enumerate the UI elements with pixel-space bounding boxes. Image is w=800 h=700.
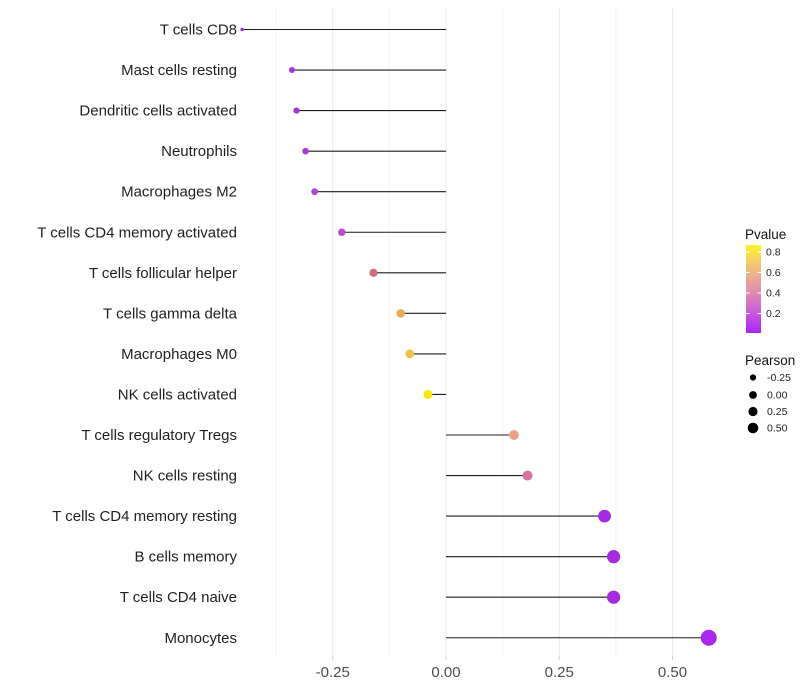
lollipop-row: T cells CD4 naive [120, 589, 621, 606]
pvalue-colorbar [746, 245, 761, 333]
row-label: Mast cells resting [121, 62, 237, 79]
row-label: T cells CD8 [160, 22, 237, 39]
x-tick-label: 0.25 [545, 664, 574, 681]
lollipop-row: T cells CD8 [160, 22, 446, 39]
row-label: T cells gamma delta [103, 305, 238, 322]
row-label: Neutrophils [161, 143, 237, 160]
rows: T cells CD8 Mast cells resting Dendritic c… [37, 22, 717, 647]
lollipop-dot [240, 27, 244, 32]
row-label: T cells CD4 naive [120, 589, 237, 606]
lollipop-row: Monocytes [164, 629, 717, 647]
x-axis: -0.25 0.00 0.25 0.50 [316, 656, 687, 681]
gridlines [275, 8, 673, 656]
lollipop-dot [607, 590, 621, 604]
pvalue-legend-title: Pvalue [745, 227, 786, 242]
lollipop-row: NK cells resting [133, 468, 533, 485]
pvalue-tick-label: 0.2 [766, 308, 781, 320]
pearson-legend-label: 0.00 [767, 390, 788, 402]
lollipop-row: T cells follicular helper [89, 265, 446, 282]
lollipop-dot [369, 268, 378, 277]
row-label: T cells CD4 memory activated [37, 224, 237, 241]
pearson-legend-dot [749, 374, 757, 381]
lollipop-row: B cells memory [134, 549, 621, 566]
lollipop-dot [311, 188, 319, 196]
lollipop-dot [405, 349, 415, 359]
row-label: T cells regulatory Tregs [81, 427, 237, 444]
pvalue-tick-label: 0.4 [766, 288, 781, 300]
lollipop-dot [293, 107, 300, 114]
lollipop-row: Mast cells resting [121, 62, 446, 79]
x-tick-label: 0.00 [431, 664, 460, 681]
lollipop-row: T cells CD4 memory resting [52, 508, 611, 525]
x-tick-label: 0.50 [658, 664, 687, 681]
lollipop-row: Macrophages M2 [121, 184, 446, 201]
row-label: B cells memory [134, 549, 237, 566]
row-label: Monocytes [164, 630, 237, 647]
row-label: Macrophages M0 [121, 346, 237, 363]
lollipop-row: T cells gamma delta [103, 305, 446, 322]
pearson-legend: Pearson -0.25 0.00 0.25 0.50 [745, 353, 795, 435]
row-label: Dendritic cells activated [79, 103, 237, 120]
pearson-legend-dot [749, 391, 757, 399]
lollipop-dot [302, 147, 309, 155]
lollipop-row: Neutrophils [161, 143, 446, 160]
lollipop-row: NK cells activated [118, 386, 446, 403]
row-label: NK cells activated [118, 386, 237, 403]
pvalue-tick-label: 0.8 [766, 247, 781, 259]
pearson-legend-dot [748, 406, 758, 417]
row-label: NK cells resting [133, 468, 237, 485]
lollipop-dot [423, 389, 433, 399]
lollipop-dot [396, 309, 406, 318]
pearson-legend-label: 0.25 [767, 406, 788, 418]
lollipop-dot [288, 67, 295, 74]
lollipop-dot [700, 629, 717, 646]
lollipop-row: Dendritic cells activated [79, 103, 446, 120]
row-label: Macrophages M2 [121, 184, 237, 201]
pvalue-tick-label: 0.6 [766, 267, 781, 279]
row-label: T cells CD4 memory resting [52, 508, 237, 525]
pearson-legend-label: -0.25 [767, 372, 791, 384]
x-tick-label: -0.25 [316, 664, 350, 681]
pvalue-legend: Pvalue 0.8 0.6 0.4 0.2 [745, 227, 786, 333]
pearson-legend-dot [747, 422, 759, 434]
lollipop-row: T cells CD4 memory activated [37, 224, 446, 241]
row-label: T cells follicular helper [89, 265, 237, 282]
lollipop-dot [607, 550, 621, 564]
pearson-legend-title: Pearson [745, 353, 795, 368]
pearson-legend-label: 0.50 [767, 423, 788, 435]
lollipop-row: T cells regulatory Tregs [81, 427, 519, 444]
lollipop-dot [338, 228, 346, 237]
lollipop-dot [522, 470, 533, 481]
lollipop-dot [509, 430, 519, 440]
lollipop-row: Macrophages M0 [121, 346, 446, 363]
lollipop-dot [598, 509, 611, 523]
